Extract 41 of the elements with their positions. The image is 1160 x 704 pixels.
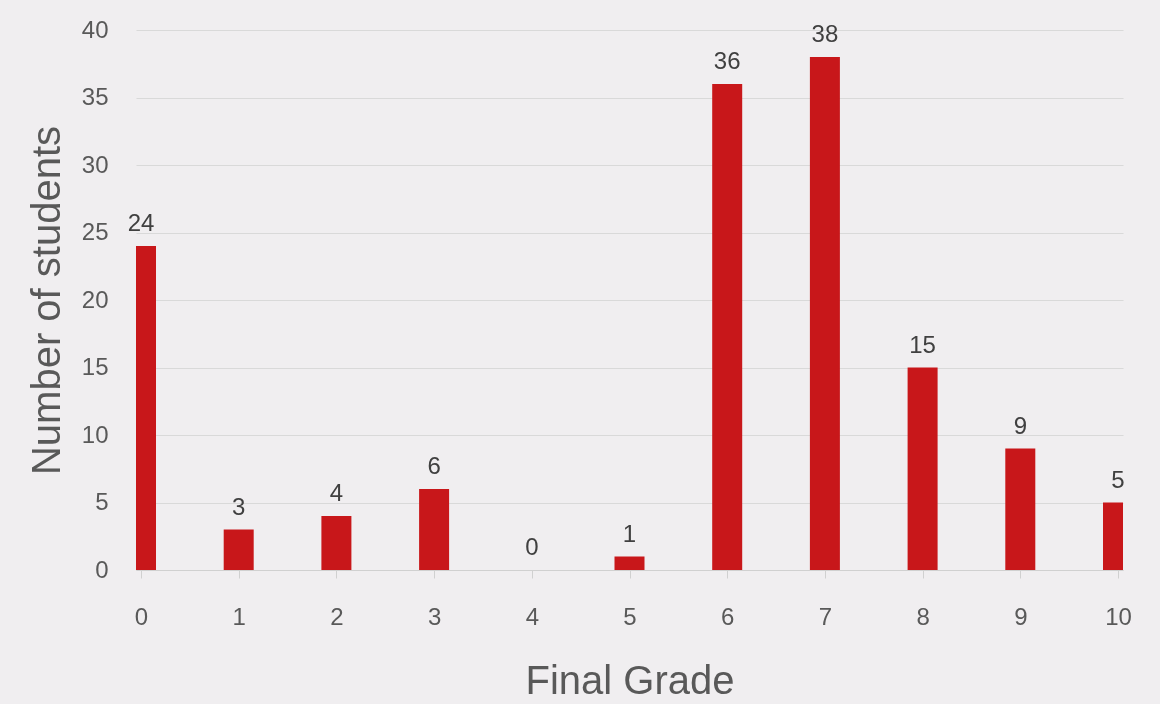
data-label: 0 bbox=[525, 533, 539, 560]
y-tick-label: 40 bbox=[81, 15, 109, 43]
bar bbox=[223, 529, 254, 570]
y-axis-title: Number of students bbox=[23, 125, 68, 476]
bar bbox=[809, 57, 840, 570]
y-tick-label: 5 bbox=[95, 488, 109, 515]
y-tick-label: 20 bbox=[81, 285, 109, 313]
x-tick-label: 3 bbox=[427, 602, 442, 630]
y-tick-label: 30 bbox=[81, 150, 109, 178]
data-label: 15 bbox=[909, 330, 936, 358]
data-label: 5 bbox=[1111, 465, 1125, 493]
data-label: 4 bbox=[329, 479, 344, 506]
x-tick-label: 7 bbox=[818, 602, 833, 630]
x-tick-label: 0 bbox=[134, 602, 149, 630]
y-tick-label: 25 bbox=[81, 218, 109, 245]
data-label: 6 bbox=[427, 452, 441, 479]
bar bbox=[321, 516, 352, 570]
x-tick-label: 9 bbox=[1014, 602, 1028, 630]
x-axis-title: Final Grade bbox=[525, 657, 735, 702]
y-tick-label: 35 bbox=[81, 83, 109, 110]
x-tick-label: 2 bbox=[330, 602, 344, 630]
y-tick-label: 10 bbox=[81, 420, 109, 448]
data-label: 3 bbox=[232, 492, 246, 520]
data-label: 1 bbox=[622, 519, 637, 547]
bar bbox=[1005, 448, 1036, 570]
x-tick-label: 8 bbox=[916, 602, 930, 630]
x-tick-label: 6 bbox=[721, 602, 735, 630]
data-label: 38 bbox=[811, 20, 839, 47]
x-tick-label: 1 bbox=[232, 602, 246, 630]
y-tick-label: 0 bbox=[95, 555, 109, 583]
data-label: 36 bbox=[713, 47, 741, 74]
y-tick-label: 15 bbox=[81, 353, 109, 380]
x-tick-label: 4 bbox=[525, 602, 539, 630]
x-tick-label: 10 bbox=[1105, 602, 1132, 630]
data-label: 24 bbox=[127, 209, 155, 236]
bar bbox=[614, 556, 645, 570]
data-label: 9 bbox=[1013, 411, 1027, 439]
bar bbox=[712, 84, 743, 570]
bar bbox=[907, 367, 938, 570]
x-tick-label: 5 bbox=[623, 602, 637, 630]
bar bbox=[419, 489, 450, 570]
